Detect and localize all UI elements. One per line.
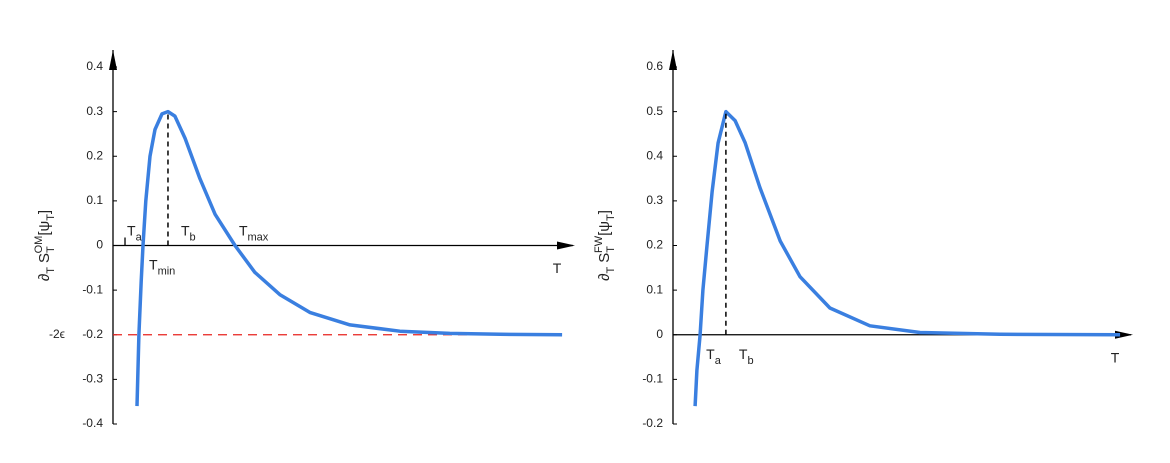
y-axis-label-part: S [596,253,613,263]
y-tick-label: -0.3 [82,372,103,386]
marker-label-sub: min [158,265,176,277]
y-axis-label-part: ∂ [596,273,613,280]
y-axis-label-part: T [605,266,617,273]
marker-label: Tb [739,345,754,366]
marker-label-main: T [739,345,748,361]
y-tick-label: 0.2 [646,238,663,252]
y-tick-label: 0.4 [646,148,663,162]
data-line [693,109,1121,407]
x-axis-arrow [1115,330,1133,339]
y-axis-label: ∂TSTOM[ψT] [33,210,57,281]
y-tick-label: 0.2 [86,148,103,162]
y-axis-label-part: [ψ [596,221,613,236]
marker-label-main: T [706,345,715,361]
y-axis-label-part: T [605,246,617,253]
marker-label-main: T [127,222,136,238]
y-axis-label: ∂TSTFW[ψT] [593,210,617,281]
y-tick-label: 0.3 [646,193,663,207]
marker-label-main: T [149,256,158,272]
data-line [135,109,563,407]
marker-label-main: T [181,222,190,238]
marker-label-main: T [239,222,248,238]
y-tick-label: -0.1 [642,372,663,386]
y-tick-label: 0.1 [646,282,663,296]
marker-label-sub: b [190,231,196,243]
x-axis-label: T [1111,349,1120,365]
y-tick-label: -0.2 [82,327,103,341]
y-axis-label-part: [ψ [36,221,53,236]
y-axis-label-part: FW [593,235,605,253]
marker-label-sub: b [747,355,753,367]
marker-label-sub: max [248,231,269,243]
y-axis-label-part: T [605,214,617,221]
y-tick-label: 0 [96,238,103,252]
y-tick-label: 0.4 [86,59,103,73]
marker-label: Tmin [149,256,175,277]
y-tick-label: -0.4 [82,416,103,430]
y-axis-label-part: T [45,267,57,274]
y-axis-label-part: T [45,246,57,253]
marker-label-sub: a [715,355,722,367]
marker-label: Ta [706,345,722,366]
y-axis-label-part: ] [596,210,613,214]
x-axis-label: T [553,260,562,276]
y-axis-label-part: S [36,253,53,263]
y-tick-label: -0.2 [642,416,663,430]
y-tick-label: 0.6 [646,59,663,73]
y-axis-arrow [109,50,117,70]
y-tick-label: 0.1 [86,193,103,207]
marker-label: Tb [181,222,196,243]
chart-panel: T-0.4-0.3-0.2-0.100.10.20.30.4∂TSTOM[ψT]… [33,50,575,430]
marker-label-sub: a [136,231,143,243]
y-tick-label: 0 [656,327,663,341]
y-tick-label: 0.3 [86,104,103,118]
y-axis-label-part: T [45,214,57,221]
y-tick-label: -0.1 [82,282,103,296]
y-tick-label: 0.5 [646,104,663,118]
y-axis-label-part: ] [36,210,53,214]
chart-panel: T-0.2-0.100.10.20.30.40.50.6∂TSTFW[ψT]Ta… [593,50,1133,430]
x-axis-arrow [557,241,575,250]
marker-label: Tmax [239,222,269,243]
marker-label: Ta [127,222,143,243]
y-axis-label-part: ∂ [36,274,53,281]
reference-label: -2ϵ [49,327,65,341]
y-axis-arrow [669,50,677,70]
y-axis-label-part: OM [33,236,45,254]
